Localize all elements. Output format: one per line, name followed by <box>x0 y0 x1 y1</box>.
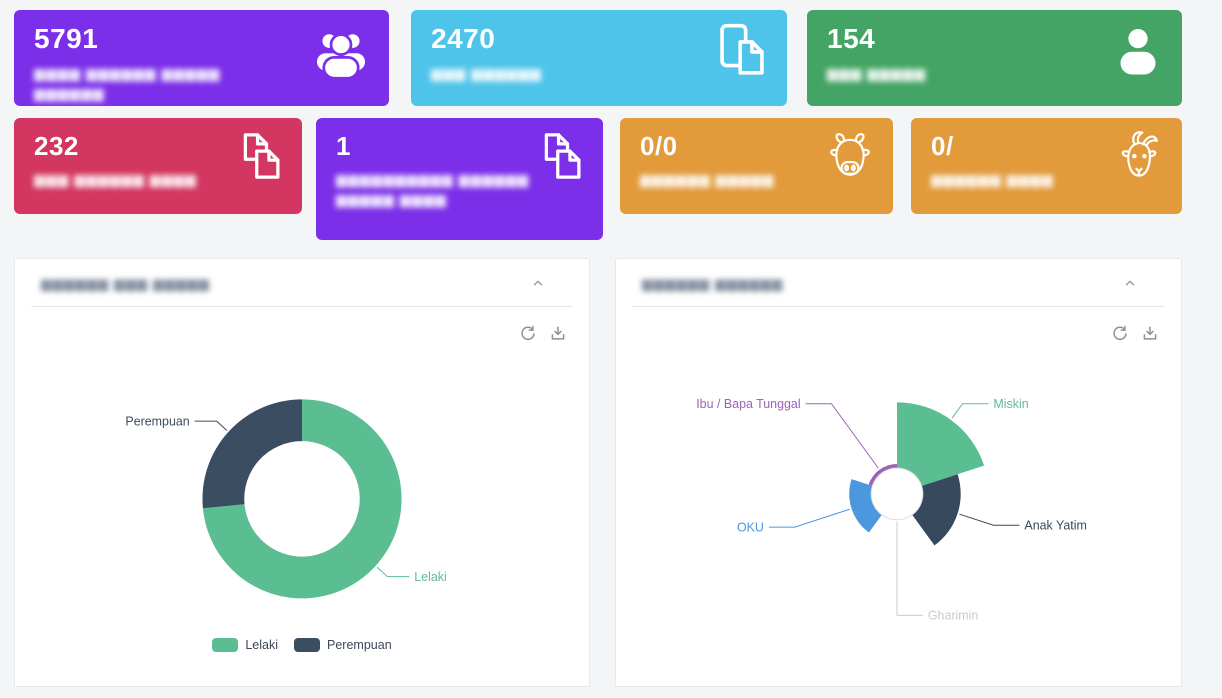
stat-card-members[interactable]: 5791 ▆▆▆▆ ▆▆▆▆▆▆ ▆▆▆▆▆ ▆▆▆▆▆▆ <box>14 10 389 106</box>
stat-value: 0/0 <box>640 131 678 161</box>
slice-label: Lelaki <box>414 570 446 584</box>
copy-pages-icon <box>234 130 286 187</box>
chart-toolbar <box>1111 325 1159 343</box>
panel-gender-chart: ▆▆▆▆▆▆ ▆▆▆ ▆▆▆▆▆ Lelaki Perempuan Lelaki P… <box>14 258 590 687</box>
rose-slice-miskin[interactable] <box>897 402 985 486</box>
stat-label-redacted: ▆▆▆▆ ▆▆▆▆▆▆ ▆▆▆▆▆ ▆▆▆▆▆▆ <box>34 64 221 102</box>
leader-line <box>194 420 228 431</box>
leader-line <box>376 566 410 578</box>
divider <box>632 306 1165 307</box>
rose-slice-oku[interactable] <box>849 479 882 533</box>
slice-label: Perempuan <box>125 414 189 428</box>
panel-category-chart: ▆▆▆▆▆▆ ▆▆▆▆▆▆ Miskin Anak Yatim Gharimin OK… <box>615 258 1182 687</box>
legend-swatch <box>212 638 239 652</box>
leader-line <box>951 403 989 419</box>
cow-icon <box>823 130 877 189</box>
chart-legend: Lelaki Perempuan <box>15 638 589 652</box>
panel-header: ▆▆▆▆▆▆ ▆▆▆▆▆▆ <box>616 259 1181 306</box>
download-icon[interactable] <box>1141 325 1159 343</box>
slice-label: Ibu / Bapa Tunggal <box>696 397 800 411</box>
stat-card-cattle[interactable]: 0/0 ▆▆▆▆▆▆ ▆▆▆▆▆ <box>620 118 893 214</box>
download-icon[interactable] <box>549 325 567 343</box>
stat-value: 0/ <box>931 131 954 161</box>
stat-label-redacted: ▆▆▆▆▆▆ ▆▆▆▆▆ <box>640 170 775 187</box>
legend-label: Lelaki <box>245 638 279 652</box>
stat-label-redacted: ▆▆▆▆▆▆▆▆▆▆ ▆▆▆▆▆▆ ▆▆▆▆▆ ▆▆▆▆ <box>336 170 530 207</box>
stat-value: 1 <box>336 131 351 161</box>
panel-header: ▆▆▆▆▆▆ ▆▆▆ ▆▆▆▆▆ <box>15 259 589 306</box>
rose-center-hole <box>870 467 924 521</box>
stat-label-redacted: ▆▆▆ ▆▆▆▆▆ <box>827 64 927 81</box>
leader-line <box>805 403 879 469</box>
stat-value: 232 <box>34 131 79 161</box>
stat-card-documents[interactable]: 232 ▆▆▆ ▆▆▆▆▆▆ ▆▆▆▆ <box>14 118 302 214</box>
stat-label-redacted: ▆▆▆ ▆▆▆▆▆▆ ▆▆▆▆ <box>34 170 197 187</box>
leader-line <box>768 508 850 528</box>
slice-label: Gharimin <box>928 609 979 623</box>
stat-value: 154 <box>827 23 876 54</box>
chart-toolbar <box>519 325 567 343</box>
stat-label-redacted: ▆▆▆ ▆▆▆▆▆▆ <box>431 64 542 81</box>
device-file-icon <box>713 22 771 85</box>
stat-card-goats[interactable]: 0/ ▆▆▆▆▆▆ ▆▆▆▆ <box>911 118 1182 214</box>
slice-label: Miskin <box>993 397 1028 411</box>
leader-line <box>896 521 923 616</box>
stat-card-records[interactable]: 2470 ▆▆▆ ▆▆▆▆▆▆ <box>411 10 787 106</box>
rose-slice-ibu-bapa-tunggal[interactable] <box>868 464 898 486</box>
chevron-up-icon[interactable] <box>531 277 545 289</box>
refresh-icon[interactable] <box>519 325 537 343</box>
donut-slice-lelaki[interactable] <box>202 399 402 599</box>
refresh-icon[interactable] <box>1111 325 1129 343</box>
panel-title-redacted: ▆▆▆▆▆▆ ▆▆▆ ▆▆▆▆▆ <box>41 276 210 291</box>
stat-value: 5791 <box>34 23 99 54</box>
leader-line <box>959 513 1020 526</box>
stat-card-agents[interactable]: 154 ▆▆▆ ▆▆▆▆▆ <box>807 10 1182 106</box>
rose-chart: Miskin Anak Yatim Gharimin OKU Ibu / Bapa Tu… <box>696 397 1087 623</box>
legend-item-perempuan[interactable]: Perempuan <box>294 638 392 652</box>
copy-pages-icon <box>535 130 587 187</box>
slice-label: OKU <box>737 520 764 534</box>
user-icon <box>1110 22 1166 83</box>
legend-item-lelaki[interactable]: Lelaki <box>212 638 278 652</box>
stat-value: 2470 <box>431 23 496 54</box>
chevron-up-icon[interactable] <box>1123 277 1137 289</box>
donut-slice-perempuan[interactable] <box>202 399 302 509</box>
users-group-icon <box>309 22 373 85</box>
panel-title-redacted: ▆▆▆▆▆▆ ▆▆▆▆▆▆ <box>642 276 784 291</box>
legend-swatch <box>294 638 321 652</box>
divider <box>31 306 573 307</box>
legend-label: Perempuan <box>327 638 392 652</box>
stat-label-redacted: ▆▆▆▆▆▆ ▆▆▆▆ <box>931 170 1054 187</box>
goat-icon <box>1112 130 1166 189</box>
rose-slice-anak-yatim[interactable] <box>912 474 961 546</box>
slice-label: Anak Yatim <box>1024 519 1086 533</box>
donut-chart: Lelaki Perempuan <box>125 399 447 599</box>
stat-card-pending[interactable]: 1 ▆▆▆▆▆▆▆▆▆▆ ▆▆▆▆▆▆ ▆▆▆▆▆ ▆▆▆▆ <box>316 118 603 240</box>
